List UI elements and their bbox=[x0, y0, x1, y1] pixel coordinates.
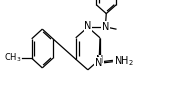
Text: N: N bbox=[102, 22, 109, 32]
Text: N: N bbox=[95, 58, 102, 68]
Text: CH$_3$: CH$_3$ bbox=[4, 52, 21, 64]
Text: NH$_2$: NH$_2$ bbox=[114, 54, 134, 68]
Text: N: N bbox=[84, 21, 92, 31]
Text: N: N bbox=[96, 55, 104, 65]
